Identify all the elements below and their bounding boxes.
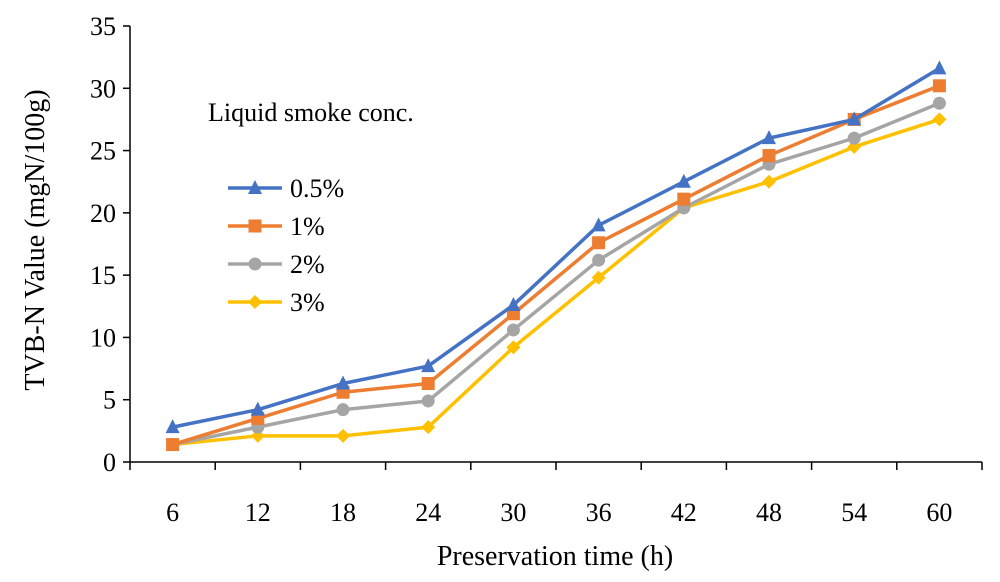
data-point — [932, 112, 947, 127]
legend-label: 0.5% — [290, 174, 344, 203]
legend: Liquid smoke conc. 0.5% 1% 2% 3% — [208, 98, 414, 317]
data-point — [932, 79, 946, 93]
x-tick-label: 60 — [926, 498, 952, 527]
data-point — [932, 60, 947, 75]
legend-label: 1% — [290, 212, 325, 241]
y-tick-label: 30 — [90, 74, 116, 103]
x-axis-title: Preservation time (h) — [437, 541, 673, 572]
data-point — [592, 253, 606, 267]
y-tick-label: 0 — [103, 448, 116, 477]
series-1 — [165, 60, 947, 434]
legend-label: 2% — [290, 250, 325, 279]
legend-item: 3% — [228, 288, 325, 317]
y-axis-ticks: 0 5 10 15 20 25 30 35 — [90, 12, 130, 477]
legend-marker — [248, 180, 262, 194]
legend-marker — [248, 295, 262, 309]
y-tick-label: 25 — [90, 137, 116, 166]
x-tick-label: 30 — [500, 498, 526, 527]
y-axis-title: TVB-N Value (mgN/100g) — [20, 89, 51, 390]
data-point — [165, 419, 180, 434]
series-line — [172, 101, 941, 447]
y-tick-label: 15 — [90, 261, 116, 290]
data-point — [421, 420, 436, 435]
data-point — [762, 149, 776, 163]
data-point — [336, 428, 350, 443]
data-point — [166, 438, 180, 452]
y-tick-label: 10 — [90, 323, 116, 352]
y-tick-label: 35 — [90, 12, 116, 41]
data-point — [336, 403, 350, 417]
legend-item: 0.5% — [228, 174, 344, 203]
data-point — [421, 394, 435, 408]
data-point — [676, 173, 691, 188]
data-point — [762, 174, 776, 189]
data-point — [250, 401, 265, 416]
legend-items: 0.5% 1% 2% 3% — [228, 174, 344, 317]
legend-item: 2% — [228, 250, 325, 279]
data-point — [506, 323, 520, 337]
series-line — [172, 84, 941, 447]
series-layer — [165, 60, 947, 452]
x-tick-label: 48 — [756, 498, 782, 527]
y-tick-label: 5 — [103, 386, 116, 415]
legend-label: 3% — [290, 288, 325, 317]
series-3 — [166, 96, 946, 452]
x-axis-ticks: 6 12 18 24 30 36 42 48 54 60 — [129, 462, 983, 527]
legend-marker — [248, 257, 262, 271]
data-point — [932, 96, 946, 110]
data-point — [847, 111, 862, 126]
legend-marker — [248, 219, 262, 233]
series-line — [172, 66, 941, 429]
x-tick-label: 54 — [841, 498, 867, 527]
legend-title: Liquid smoke conc. — [208, 98, 414, 127]
data-point — [591, 270, 606, 285]
x-tick-label: 18 — [330, 498, 356, 527]
data-point — [421, 377, 435, 391]
data-point — [421, 358, 436, 373]
x-tick-label: 42 — [671, 498, 697, 527]
data-point — [592, 236, 606, 250]
x-tick-label: 24 — [415, 498, 441, 527]
data-point — [506, 340, 521, 355]
x-tick-label: 36 — [586, 498, 612, 527]
data-point — [762, 130, 776, 145]
data-point — [847, 131, 861, 145]
data-point — [591, 217, 606, 232]
x-tick-label: 12 — [245, 498, 271, 527]
data-point — [677, 192, 691, 206]
y-tick-label: 20 — [90, 199, 116, 228]
data-point — [336, 375, 350, 390]
x-tick-label: 6 — [166, 498, 179, 527]
data-point — [506, 297, 521, 312]
series-line — [172, 117, 940, 447]
legend-item: 1% — [228, 212, 325, 241]
